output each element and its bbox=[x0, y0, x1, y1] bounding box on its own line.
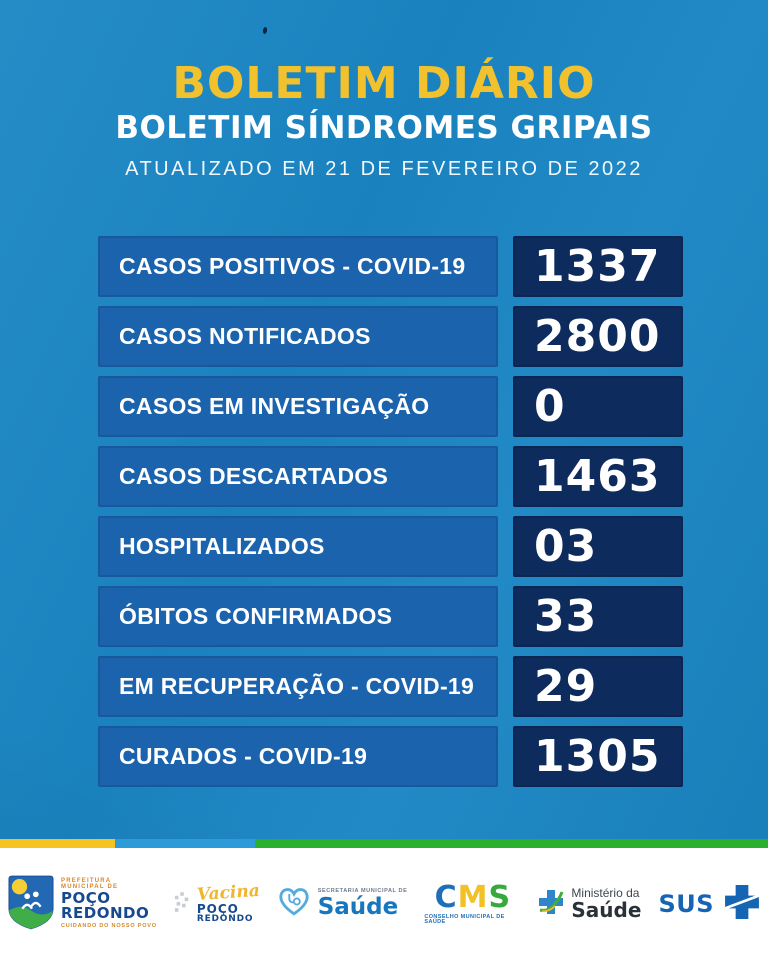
stat-label-cell: CASOS EM INVESTIGAÇÃO bbox=[98, 376, 498, 437]
stat-value-cell: 1337 bbox=[513, 236, 683, 297]
cms-letter-m: M bbox=[457, 879, 489, 915]
stat-value: 2800 bbox=[534, 311, 661, 362]
ink-dot bbox=[262, 26, 268, 35]
stat-value: 03 bbox=[534, 521, 598, 572]
cms-logo: CMS CONSELHO MUNICIPAL DE SAÚDE bbox=[424, 879, 521, 926]
stat-value: 0 bbox=[534, 381, 566, 432]
stat-value-cell: 33 bbox=[513, 586, 683, 647]
table-row: CASOS EM INVESTIGAÇÃO 0 bbox=[98, 376, 683, 437]
header: BOLETIM DIÁRIO BOLETIM SÍNDROMES GRIPAIS… bbox=[0, 62, 768, 181]
stripe-green-segment bbox=[255, 839, 768, 848]
table-row: CASOS POSITIVOS - COVID-19 1337 bbox=[98, 236, 683, 297]
stat-value-cell: 0 bbox=[513, 376, 683, 437]
stat-value-cell: 1305 bbox=[513, 726, 683, 787]
prefeitura-city-line2: REDONDO bbox=[61, 904, 150, 923]
stat-value-cell: 1463 bbox=[513, 446, 683, 507]
updated-date: ATUALIZADO EM 21 DE FEVEREIRO DE 2022 bbox=[125, 158, 643, 180]
vacina-script-word: Vacina bbox=[196, 880, 261, 905]
stat-value: 29 bbox=[534, 661, 598, 712]
table-row: CASOS NOTIFICADOS 2800 bbox=[98, 306, 683, 367]
prefeitura-text: PREFEITURA MUNICIPAL DE POÇO REDONDO CUI… bbox=[61, 878, 157, 930]
stat-label: ÓBITOS CONFIRMADOS bbox=[119, 603, 393, 629]
vacina-city-line1: POÇO bbox=[196, 901, 239, 916]
stats-table: CASOS POSITIVOS - COVID-19 1337 CASOS NO… bbox=[98, 236, 683, 787]
footer: PREFEITURA MUNICIPAL DE POÇO REDONDO CUI… bbox=[0, 839, 768, 960]
prefeitura-city-line1: POÇO bbox=[61, 888, 111, 907]
table-row: EM RECUPERAÇÃO - COVID-19 29 bbox=[98, 656, 683, 717]
secretaria-saude-logo: SECRETARIA MUNICIPAL DE Saúde bbox=[277, 886, 408, 922]
stat-label: CASOS DESCARTADOS bbox=[119, 463, 389, 489]
stat-label-cell: EM RECUPERAÇÃO - COVID-19 bbox=[98, 656, 498, 717]
stat-label-cell: CASOS DESCARTADOS bbox=[98, 446, 498, 507]
cms-letter-s: S bbox=[488, 879, 512, 915]
sus-logo: SUS bbox=[658, 884, 760, 925]
secretaria-text: SECRETARIA MUNICIPAL DE Saúde bbox=[317, 887, 408, 921]
table-row: ÓBITOS CONFIRMADOS 33 bbox=[98, 586, 683, 647]
page-title: BOLETIM DIÁRIO bbox=[172, 58, 596, 109]
stat-value: 1337 bbox=[534, 241, 661, 292]
health-cross-icon bbox=[538, 889, 564, 920]
ministerio-saude-logo: Ministério da Saúde bbox=[538, 887, 641, 921]
stat-label-cell: CASOS POSITIVOS - COVID-19 bbox=[98, 236, 498, 297]
stat-label: EM RECUPERAÇÃO - COVID-19 bbox=[119, 673, 475, 699]
prefeitura-poco-redondo-logo: PREFEITURA MUNICIPAL DE POÇO REDONDO CUI… bbox=[8, 874, 157, 935]
cms-subtitle: CONSELHO MUNICIPAL DE SAÚDE bbox=[424, 913, 505, 925]
ministerio-line1: Ministério da bbox=[571, 886, 640, 901]
cms-letters: CMS bbox=[434, 879, 512, 915]
table-row: CURADOS - COVID-19 1305 bbox=[98, 726, 683, 787]
prefeitura-tagline: CUIDANDO DO NOSSO POVO bbox=[61, 923, 157, 930]
stat-label-cell: CASOS NOTIFICADOS bbox=[98, 306, 498, 367]
logo-bar: PREFEITURA MUNICIPAL DE POÇO REDONDO CUI… bbox=[0, 848, 768, 960]
stat-value-cell: 2800 bbox=[513, 306, 683, 367]
syringe-pixels-icon bbox=[174, 890, 190, 919]
stat-label: CASOS POSITIVOS - COVID-19 bbox=[119, 253, 466, 279]
vacina-poco-redondo-logo: Vacina POÇO REDONDO bbox=[174, 880, 261, 924]
sus-cross-icon bbox=[724, 884, 760, 925]
secretaria-word: Saúde bbox=[317, 894, 399, 921]
vacina-text: Vacina POÇO REDONDO bbox=[196, 880, 261, 924]
stat-label: HOSPITALIZADOS bbox=[119, 533, 325, 559]
stat-value: 1305 bbox=[534, 731, 661, 782]
stat-value: 33 bbox=[534, 591, 598, 642]
stat-label-cell: HOSPITALIZADOS bbox=[98, 516, 498, 577]
footer-stripe bbox=[0, 839, 768, 848]
page-subtitle: BOLETIM SÍNDROMES GRIPAIS bbox=[115, 110, 653, 146]
prefeitura-dept-line1: PREFEITURA bbox=[61, 878, 112, 885]
stat-label: CASOS EM INVESTIGAÇÃO bbox=[119, 393, 430, 419]
stat-value-cell: 29 bbox=[513, 656, 683, 717]
cms-letter-c: C bbox=[434, 879, 458, 915]
coat-of-arms-icon bbox=[8, 874, 54, 935]
stat-label-cell: ÓBITOS CONFIRMADOS bbox=[98, 586, 498, 647]
stat-label: CASOS NOTIFICADOS bbox=[119, 323, 371, 349]
stat-label-cell: CURADOS - COVID-19 bbox=[98, 726, 498, 787]
ministerio-text: Ministério da Saúde bbox=[571, 887, 641, 921]
prefeitura-dept-line2: MUNICIPAL DE bbox=[61, 884, 119, 891]
stat-label: CURADOS - COVID-19 bbox=[119, 743, 368, 769]
ministerio-line2: Saúde bbox=[571, 897, 642, 922]
sus-word: SUS bbox=[658, 890, 714, 918]
heart-stethoscope-icon bbox=[277, 886, 311, 922]
stripe-yellow-segment bbox=[0, 839, 115, 848]
table-row: CASOS DESCARTADOS 1463 bbox=[98, 446, 683, 507]
secretaria-small-caps: SECRETARIA MUNICIPAL DE bbox=[317, 887, 408, 894]
stripe-blue-segment bbox=[115, 839, 255, 848]
table-row: HOSPITALIZADOS 03 bbox=[98, 516, 683, 577]
vacina-city-line2: REDONDO bbox=[196, 913, 254, 924]
stat-value: 1463 bbox=[534, 451, 661, 502]
stat-value-cell: 03 bbox=[513, 516, 683, 577]
